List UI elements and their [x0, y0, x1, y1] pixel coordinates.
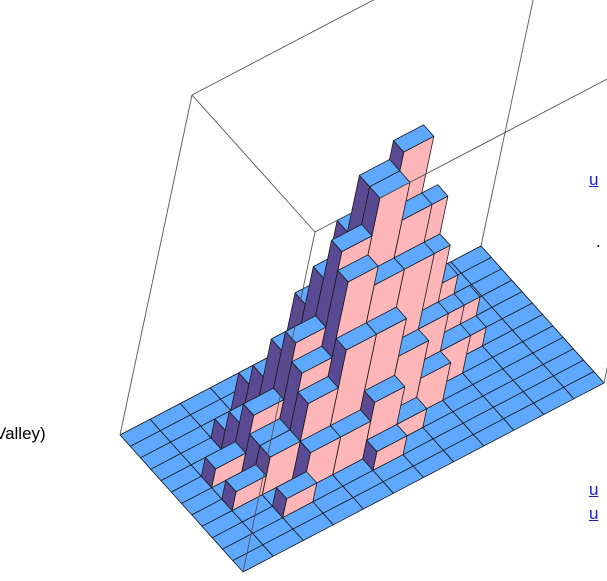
- bar-top-face: [259, 429, 301, 458]
- bar-top-face: [363, 374, 406, 403]
- box-edge-front-vertical: [242, 231, 316, 573]
- box-edge-left-vertical: [119, 94, 193, 436]
- box-edge-top-front-right: [314, 78, 607, 233]
- bar-top-face: [242, 387, 285, 416]
- bar-top-face: [291, 345, 333, 374]
- text-fragment-1: .: [596, 232, 601, 251]
- bar-top-face: [275, 471, 318, 500]
- bar-5-2: [362, 423, 408, 471]
- bars-group: [119, 124, 605, 573]
- box-edge-top-back-right: [553, 0, 607, 43]
- bar-top-face: [297, 375, 339, 404]
- bar-top-face: [337, 254, 379, 283]
- bar-top-face: [393, 124, 435, 153]
- text-fragment-2: Valley): [0, 424, 46, 443]
- bounding-box-front: [119, 78, 607, 573]
- bar-top-face: [335, 322, 377, 351]
- bar-top-face: [204, 441, 247, 470]
- link-fragment-1[interactable]: u: [589, 170, 599, 189]
- bar-top-face: [225, 464, 267, 493]
- floor-tile: [232, 544, 274, 573]
- link-fragment-2[interactable]: u: [589, 480, 599, 499]
- bar-top-face: [331, 223, 373, 253]
- bar-0-0: [232, 544, 274, 573]
- box-edge-top-back-left: [191, 0, 375, 96]
- bar-top-face: [299, 425, 342, 454]
- box-edge-back-vertical: [480, 0, 534, 247]
- link-fragment-3[interactable]: u: [589, 504, 599, 523]
- bar-1-4: [221, 464, 267, 512]
- bar-top-face: [366, 423, 408, 452]
- bar-top-face: [285, 315, 327, 344]
- box-edge-top-front-left: [191, 94, 316, 233]
